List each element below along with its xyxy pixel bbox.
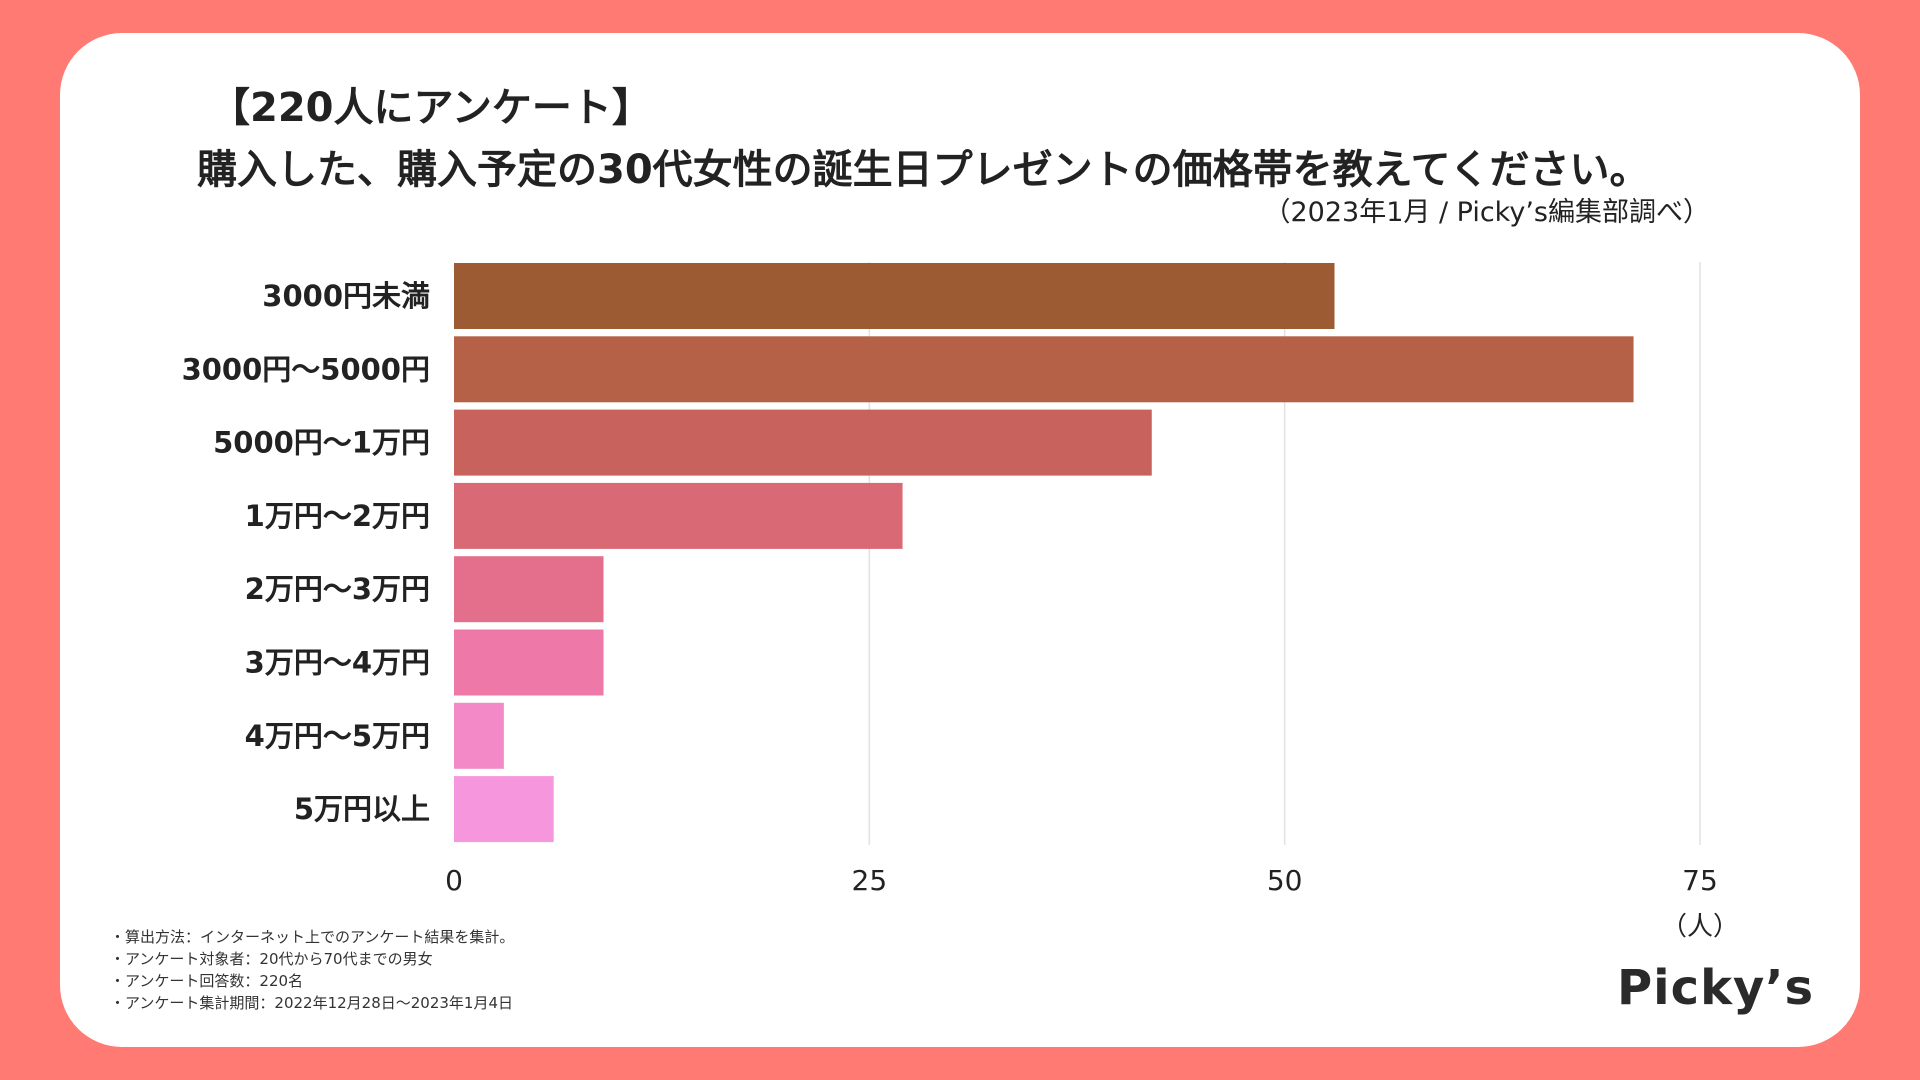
bar [454, 629, 604, 696]
category-label: 3000円〜5000円 [182, 352, 430, 386]
category-label: 2万円〜3万円 [245, 572, 430, 606]
category-labels: 3000円未満 3000円〜5000円 5000円〜1万円 1万円〜2万円 2万円〜3万… [182, 279, 430, 826]
note-respondents: ・アンケート対象者：20代から70代までの男女 [110, 950, 433, 968]
bar [454, 263, 1335, 329]
bar-layer [454, 263, 1634, 843]
category-label: 5万円以上 [294, 792, 430, 826]
bar [454, 556, 604, 623]
chart-card [60, 33, 1860, 1047]
picky-s-logo: Picky’s [1617, 960, 1815, 1016]
bar [454, 409, 1152, 476]
category-label: 3万円〜4万円 [245, 646, 430, 680]
bar [454, 336, 1634, 403]
bar [454, 776, 554, 843]
category-label: 4万円〜5万円 [245, 719, 430, 753]
x-tick-label: 0 [445, 864, 463, 897]
category-label: 3000円未満 [262, 279, 430, 313]
x-tick-label: 25 [852, 864, 888, 897]
category-label: 1万円〜2万円 [245, 499, 430, 533]
x-tick-label: 50 [1267, 864, 1303, 897]
note-method: ・算出方法：インターネット上でのアンケート結果を集計。 [110, 928, 515, 946]
note-period: ・アンケート集計期間：2022年12月28日〜2023年1月4日 [110, 994, 514, 1012]
x-tick-labels: 0 25 50 75 [445, 864, 1718, 897]
bar [454, 702, 504, 769]
category-label: 5000円〜1万円 [213, 426, 430, 460]
chart-title-line2: 購入した、購入予定の30代女性の誕生日プレゼントの価格帯を教えてください。 [197, 147, 1650, 193]
note-count: ・アンケート回答数：220名 [110, 972, 304, 990]
chart-source: （2023年1月 / Picky’s編集部調べ） [1263, 197, 1711, 228]
x-axis-unit-label: （人） [1661, 912, 1739, 942]
chart-title-line1: 【220人にアンケート】 [210, 85, 652, 131]
survey-notes: ・算出方法：インターネット上でのアンケート結果を集計。 ・アンケート対象者：20… [110, 926, 514, 1014]
x-tick-label: 75 [1682, 864, 1718, 897]
bar [454, 482, 903, 549]
